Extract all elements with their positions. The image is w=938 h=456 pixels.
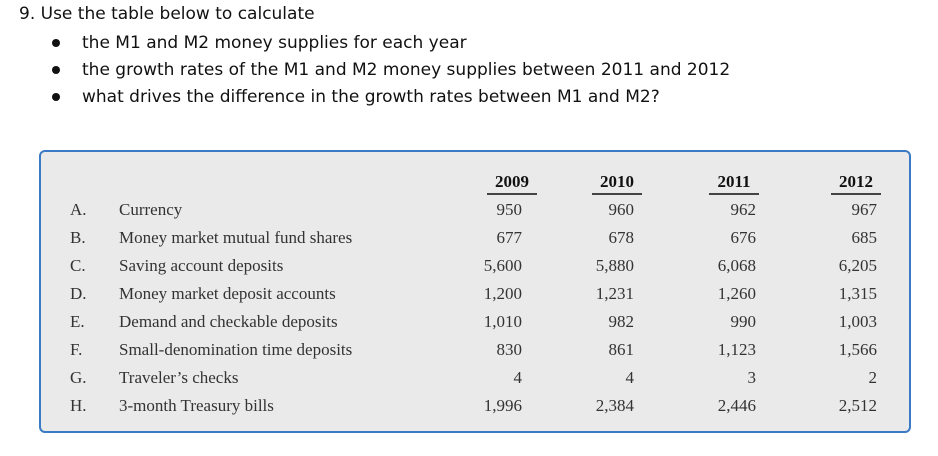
cell-2012: 1,315 <box>838 284 877 303</box>
row-letter: B. <box>70 228 86 247</box>
table-row: F. Small-denomination time deposits 830 … <box>41 340 909 366</box>
bullet-text: the growth rates of the M1 and M2 money … <box>82 60 731 80</box>
cell-2010: 5,880 <box>595 256 634 275</box>
row-letter: E. <box>70 312 85 331</box>
cell-2009: 830 <box>496 340 523 359</box>
table-row: A. Currency 950 960 962 967 <box>41 200 909 226</box>
cell-2010: 960 <box>608 200 635 219</box>
cell-2012: 685 <box>851 228 878 247</box>
year-header-2009: 2009 <box>487 172 537 195</box>
cell-2010: 1,231 <box>595 284 634 303</box>
cell-2011: 6,068 <box>717 256 756 275</box>
row-label: 3-month Treasury bills <box>119 396 274 415</box>
bullet-item: the M1 and M2 money supplies for each ye… <box>38 32 730 59</box>
bullet-dot-icon <box>52 39 60 47</box>
cell-2012: 1,566 <box>838 340 877 359</box>
table-row: H. 3-month Treasury bills 1,996 2,384 2,… <box>41 396 909 422</box>
cell-2011: 1,123 <box>717 340 756 359</box>
cell-2011: 990 <box>730 312 757 331</box>
row-label: Currency <box>119 200 183 219</box>
cell-2011: 3 <box>747 368 757 387</box>
cell-2010: 982 <box>608 312 635 331</box>
cell-2012: 2 <box>868 368 878 387</box>
cell-2009: 1,200 <box>483 284 522 303</box>
cell-2010: 4 <box>625 368 635 387</box>
cell-2012: 967 <box>851 200 878 219</box>
row-label: Demand and checkable deposits <box>119 312 338 331</box>
cell-2009: 1,996 <box>483 396 522 415</box>
cell-2011: 1,260 <box>717 284 756 303</box>
row-label: Small-denomination time deposits <box>119 340 353 359</box>
table-row: C. Saving account deposits 5,600 5,880 6… <box>41 256 909 282</box>
cell-2012: 2,512 <box>838 396 877 415</box>
cell-2011: 962 <box>730 200 757 219</box>
row-letter: F. <box>70 340 83 359</box>
cell-2009: 950 <box>496 200 523 219</box>
bullet-dot-icon <box>52 93 60 101</box>
table-row: B. Money market mutual fund shares 677 6… <box>41 228 909 254</box>
row-label: Money market mutual fund shares <box>119 228 353 247</box>
table-row: G. Traveler’s checks 4 4 3 2 <box>41 368 909 394</box>
cell-2011: 2,446 <box>717 396 756 415</box>
row-label: Money market deposit accounts <box>119 284 336 303</box>
row-label: Traveler’s checks <box>119 368 239 387</box>
cell-2009: 677 <box>496 228 523 247</box>
row-label: Saving account deposits <box>119 256 284 275</box>
cell-2010: 2,384 <box>595 396 634 415</box>
cell-2012: 6,205 <box>838 256 877 275</box>
bullet-dot-icon <box>52 66 60 74</box>
table-row: E. Demand and checkable deposits 1,010 9… <box>41 312 909 338</box>
row-letter: C. <box>70 256 86 275</box>
year-header-2012: 2012 <box>831 172 881 195</box>
row-letter: H. <box>70 396 87 415</box>
cell-2011: 676 <box>730 228 757 247</box>
bullet-item: the growth rates of the M1 and M2 money … <box>38 59 730 86</box>
row-letter: A. <box>70 200 87 219</box>
table-row: D. Money market deposit accounts 1,200 1… <box>41 284 909 310</box>
row-letter: G. <box>70 368 87 387</box>
bullet-text: what drives the difference in the growth… <box>82 87 660 107</box>
cell-2009: 5,600 <box>483 256 522 275</box>
cell-2010: 861 <box>608 340 635 359</box>
cell-2009: 1,010 <box>483 312 522 331</box>
year-header-2010: 2010 <box>592 172 642 195</box>
bullet-text: the M1 and M2 money supplies for each ye… <box>82 33 467 53</box>
bullet-item: what drives the difference in the growth… <box>38 86 730 113</box>
cell-2010: 678 <box>608 228 635 247</box>
cell-2009: 4 <box>513 368 523 387</box>
year-header-2011: 2011 <box>709 172 759 195</box>
question-title: 9. Use the table below to calculate <box>19 4 315 24</box>
row-letter: D. <box>70 284 87 303</box>
question-bullets: the M1 and M2 money supplies for each ye… <box>38 32 730 113</box>
money-supply-table: 2009 2010 2011 2012 A. Currency 950 960 … <box>39 150 911 433</box>
cell-2012: 1,003 <box>838 312 877 331</box>
